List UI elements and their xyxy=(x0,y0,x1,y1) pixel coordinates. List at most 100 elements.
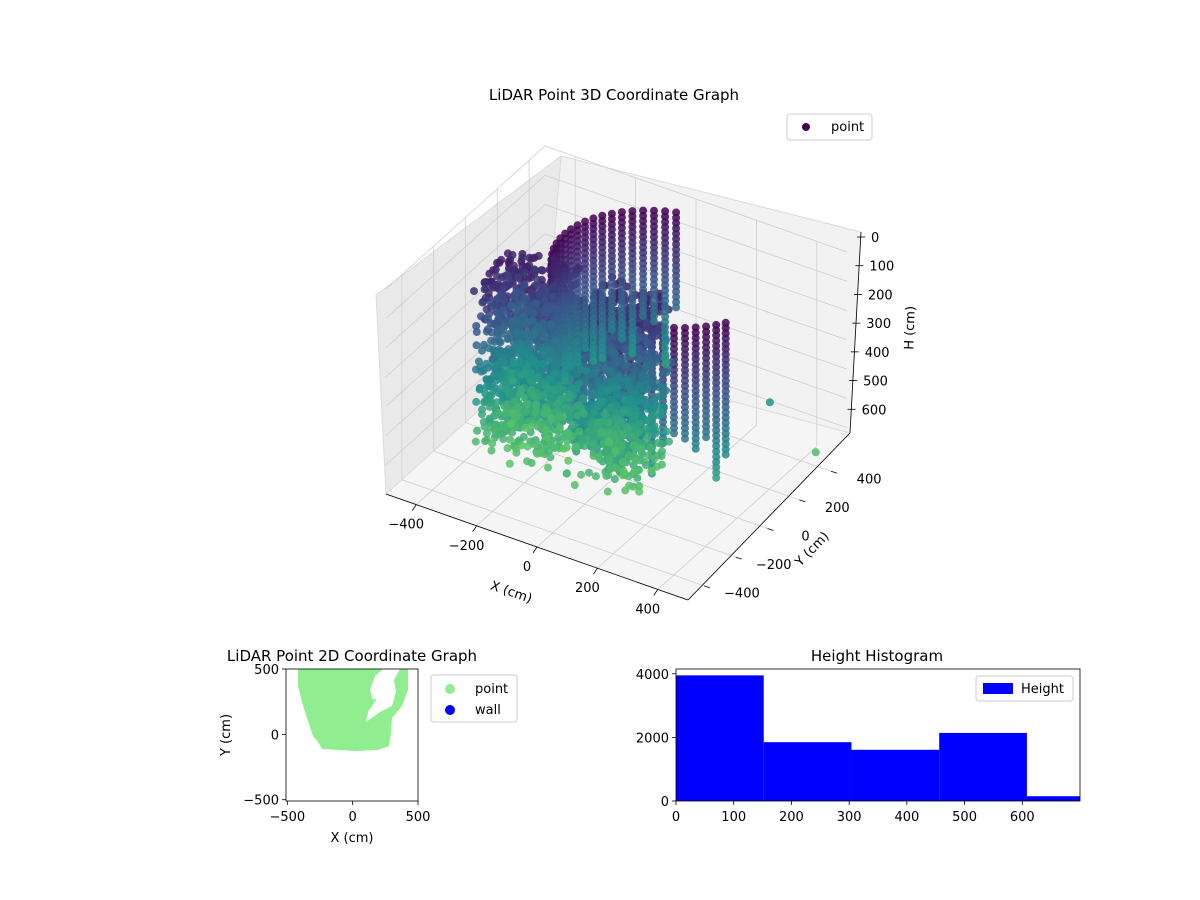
point-3d xyxy=(548,392,556,401)
point-3d xyxy=(549,283,558,292)
point-3d xyxy=(651,394,660,402)
point-3d xyxy=(482,359,491,368)
point-3d xyxy=(667,358,676,367)
xhist-tick-label: 200 xyxy=(779,810,804,825)
point-3d xyxy=(565,413,574,422)
grid-y xyxy=(401,479,705,587)
point-3d xyxy=(526,422,535,431)
point-3d xyxy=(598,417,606,426)
point-3d xyxy=(681,434,689,443)
scatter-2d-gap xyxy=(370,670,390,700)
point-3d xyxy=(564,428,572,437)
x2d-tick-label: −500 xyxy=(269,810,305,825)
point-3d xyxy=(640,457,649,466)
point-3d xyxy=(657,381,666,390)
point-3d xyxy=(512,329,521,338)
point-3d xyxy=(559,444,568,453)
point-3d xyxy=(672,303,681,312)
x2d-axis-label: X (cm) xyxy=(331,831,374,846)
point-3d xyxy=(611,447,620,456)
legend-hist-box xyxy=(975,675,1074,702)
point-3d xyxy=(477,312,485,321)
point-3d xyxy=(642,435,651,444)
point-3d xyxy=(611,408,620,417)
point-3d xyxy=(499,358,508,367)
point-3d xyxy=(520,280,529,289)
point-3d xyxy=(606,464,615,473)
point-3d xyxy=(712,473,721,482)
point-3d xyxy=(635,487,644,496)
point-3d xyxy=(489,386,498,395)
point-3d xyxy=(632,390,640,399)
point-3d xyxy=(502,405,511,414)
point-3d xyxy=(497,255,506,264)
point-3d xyxy=(476,363,485,372)
point-3d xyxy=(508,251,517,259)
point-3d xyxy=(511,289,520,298)
legend-hist-swatch xyxy=(983,683,1013,694)
point-3d xyxy=(529,309,538,318)
point-3d xyxy=(662,386,670,395)
point-3d xyxy=(616,418,625,427)
point-3d xyxy=(509,377,518,385)
point-3d xyxy=(662,427,671,436)
point-3d xyxy=(522,318,531,327)
chart-2d-title: LiDAR Point 2D Coordinate Graph xyxy=(227,647,477,665)
point-3d xyxy=(670,429,678,438)
point-3d xyxy=(473,426,482,435)
yhist-tick-label: 0 xyxy=(661,795,669,810)
point-3d xyxy=(544,338,553,347)
point-3d xyxy=(597,397,606,406)
point-3d xyxy=(811,448,820,457)
point-3d xyxy=(518,302,527,311)
point-3d xyxy=(494,408,503,417)
point-3d xyxy=(515,338,523,347)
point-3d xyxy=(647,467,656,475)
point-3d xyxy=(506,435,514,444)
point-3d xyxy=(639,312,648,320)
point-3d xyxy=(510,359,518,368)
point-3d xyxy=(546,439,555,447)
point-3d xyxy=(575,379,583,388)
point-3d xyxy=(642,425,651,434)
point-3d xyxy=(527,289,536,298)
point-3d xyxy=(500,422,509,431)
point-3d xyxy=(604,387,613,395)
point-3d xyxy=(529,392,538,401)
z-tick-label: 200 xyxy=(868,288,893,303)
point-3d xyxy=(635,481,644,490)
x2d-tick-label: 500 xyxy=(406,810,431,825)
point-3d xyxy=(650,317,658,326)
point-3d xyxy=(522,400,531,409)
x-tick-label: 0 xyxy=(523,560,531,575)
point-3d xyxy=(521,294,530,303)
point-3d xyxy=(527,369,535,378)
point-3d xyxy=(665,437,673,446)
xhist-tick-label: 100 xyxy=(721,810,746,825)
ticks-3d: −400 −200 0 200 400 −400 −200 0 200 400 0 100 200 300… xyxy=(388,231,894,617)
z-axis-label: H (cm) xyxy=(902,306,919,350)
point-3d xyxy=(514,273,523,282)
point-3d xyxy=(549,304,558,313)
point-3d xyxy=(470,287,478,296)
point-3d xyxy=(633,473,642,482)
point-3d xyxy=(516,356,525,365)
point-3d xyxy=(622,423,631,432)
point-3d xyxy=(619,467,628,475)
x2d-tick-label: 0 xyxy=(349,810,357,825)
point-3d xyxy=(541,309,550,318)
point-3d xyxy=(536,448,545,457)
point-3d xyxy=(650,411,659,420)
point-3d xyxy=(702,433,711,442)
grid-h xyxy=(385,262,848,407)
xhist-tick-label: 400 xyxy=(894,810,919,825)
point-3d xyxy=(612,464,621,473)
point-3d xyxy=(518,345,527,354)
point-3d xyxy=(550,386,558,395)
point-3d xyxy=(502,385,510,394)
point-3d xyxy=(691,444,700,453)
point-3d xyxy=(483,325,492,334)
point-3d xyxy=(496,346,505,355)
point-3d xyxy=(520,330,528,338)
